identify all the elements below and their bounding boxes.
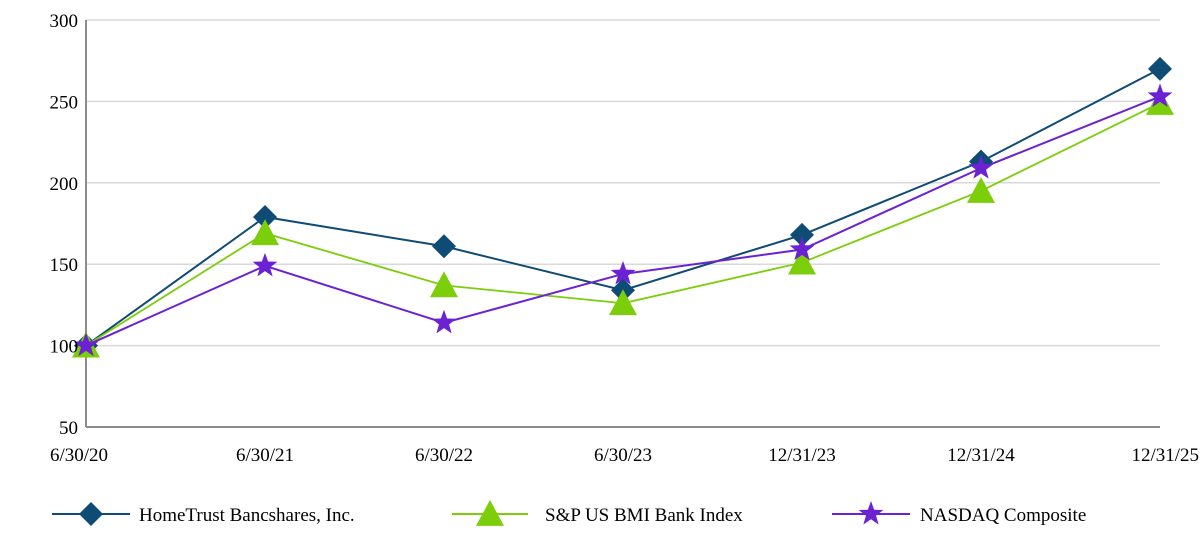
data-point-diamond <box>790 222 814 247</box>
data-point-star <box>968 155 994 179</box>
legend-label: S&P US BMI Bank Index <box>545 505 743 526</box>
data-point-star <box>252 252 278 277</box>
data-point-star <box>73 332 99 357</box>
y-tick-label: 50 <box>59 418 78 439</box>
data-point-triangle <box>788 248 816 275</box>
data-point-diamond <box>253 204 277 229</box>
series-2 <box>73 83 1173 357</box>
x-tick-label: 6/30/22 <box>415 445 473 466</box>
legend-item: S&P US BMI Bank Index <box>452 500 743 526</box>
data-point-star <box>1147 83 1173 108</box>
data-point-diamond <box>432 234 456 259</box>
legend-marker-star <box>858 501 884 525</box>
series-layer <box>72 56 1174 358</box>
x-tick-label: 6/30/23 <box>594 445 652 466</box>
data-point-star <box>789 236 815 261</box>
axes <box>85 20 1160 428</box>
y-tick-label: 250 <box>50 92 79 113</box>
data-point-diamond <box>1148 56 1172 81</box>
x-tick-label: 6/30/20 <box>50 445 108 466</box>
y-tick-label: 150 <box>50 255 79 276</box>
data-point-star <box>610 260 636 285</box>
x-tick-label: 12/31/24 <box>947 445 1015 466</box>
data-point-triangle <box>1146 89 1174 115</box>
legend-label: HomeTrust Bancshares, Inc. <box>139 505 355 526</box>
data-point-triangle <box>430 271 458 298</box>
legend-marker-triangle <box>476 500 504 526</box>
legend-marker-diamond <box>79 502 103 526</box>
legend-label: NASDAQ Composite <box>920 505 1086 526</box>
legend-item: NASDAQ Composite <box>832 501 1086 526</box>
x-tick-label: 12/31/23 <box>768 445 836 466</box>
y-tick-label: 200 <box>50 174 79 195</box>
data-point-star <box>431 309 457 334</box>
x-tick-label: 6/30/21 <box>236 445 294 466</box>
data-point-triangle <box>251 219 279 246</box>
y-tick-label: 100 <box>50 337 79 358</box>
y-tick-label: 300 <box>50 11 79 32</box>
legend: HomeTrust Bancshares, Inc. S&P US BMI Ban… <box>52 500 1086 526</box>
data-point-triangle <box>967 176 995 203</box>
series-1 <box>72 89 1174 358</box>
data-point-triangle <box>609 289 637 316</box>
legend-item: HomeTrust Bancshares, Inc. <box>52 502 355 526</box>
tick-labels: 50 100 150 200 250 300 6/30/20 6/30/21 6/30/22 6/… <box>50 11 1200 466</box>
x-tick-label: 12/31/25 <box>1131 445 1199 466</box>
